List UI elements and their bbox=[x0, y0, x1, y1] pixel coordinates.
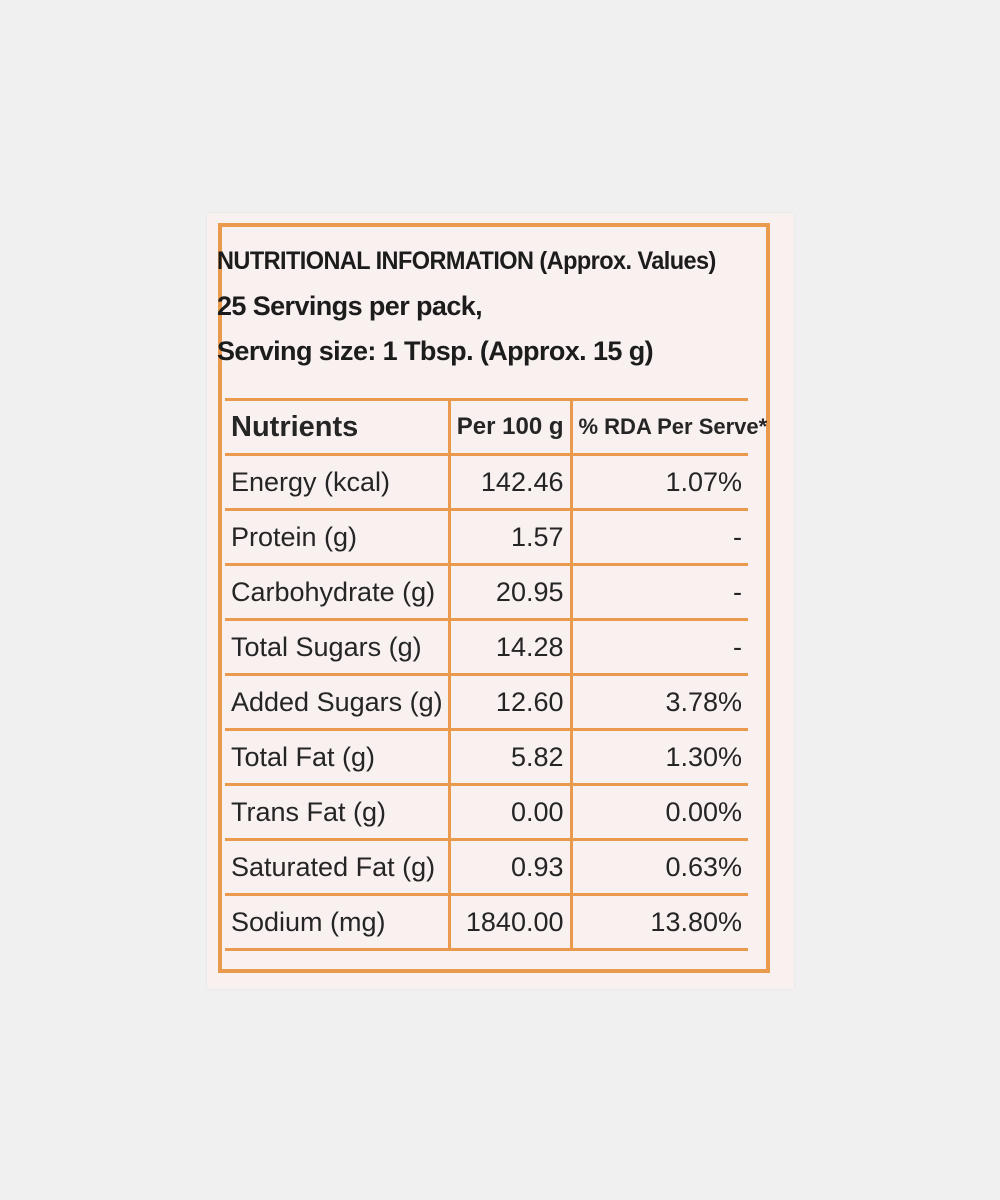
nutrition-table: Nutrients Per 100 g % RDA Per Serve* Ene… bbox=[225, 398, 767, 951]
nutrition-label: NUTRITIONAL INFORMATION (Approx. Values)… bbox=[207, 213, 794, 989]
nutrient-name: Added Sugars (g) bbox=[225, 673, 451, 731]
per-100g-value: 142.46 bbox=[449, 453, 573, 511]
nutrient-name: Total Fat (g) bbox=[225, 728, 451, 786]
rda-value: 3.78% bbox=[571, 673, 748, 731]
table-row: Total Sugars (g) 14.28 - bbox=[225, 618, 748, 676]
rda-value: 1.30% bbox=[571, 728, 748, 786]
rda-value: 0.63% bbox=[571, 838, 748, 896]
column-header-rda: % RDA Per Serve* bbox=[571, 398, 767, 456]
per-100g-value: 14.28 bbox=[449, 618, 573, 676]
table-row: Energy (kcal) 142.46 1.07% bbox=[225, 453, 748, 511]
nutrient-name: Trans Fat (g) bbox=[225, 783, 451, 841]
nutrient-name: Carbohydrate (g) bbox=[225, 563, 451, 621]
serving-size: Serving size: 1 Tbsp. (Approx. 15 g) bbox=[217, 336, 654, 366]
table-row: Protein (g) 1.57 - bbox=[225, 508, 748, 566]
rda-value: - bbox=[571, 618, 748, 676]
rda-value: - bbox=[571, 508, 748, 566]
per-100g-value: 1.57 bbox=[449, 508, 573, 566]
per-100g-value: 20.95 bbox=[449, 563, 573, 621]
label-frame bbox=[218, 223, 770, 973]
column-header-nutrients: Nutrients bbox=[225, 398, 451, 456]
nutrient-name: Sodium (mg) bbox=[225, 893, 451, 951]
rda-value: 0.00% bbox=[571, 783, 748, 841]
label-title: NUTRITIONAL INFORMATION (Approx. Values) bbox=[217, 247, 716, 275]
table-row: Total Fat (g) 5.82 1.30% bbox=[225, 728, 748, 786]
nutrient-name: Total Sugars (g) bbox=[225, 618, 451, 676]
table-row: Trans Fat (g) 0.00 0.00% bbox=[225, 783, 748, 841]
rda-value: 13.80% bbox=[571, 893, 748, 951]
table-row: Carbohydrate (g) 20.95 - bbox=[225, 563, 748, 621]
nutrient-name: Energy (kcal) bbox=[225, 453, 451, 511]
table-row: Added Sugars (g) 12.60 3.78% bbox=[225, 673, 748, 731]
per-100g-value: 0.93 bbox=[449, 838, 573, 896]
table-header-row: Nutrients Per 100 g % RDA Per Serve* bbox=[225, 398, 767, 456]
per-100g-value: 12.60 bbox=[449, 673, 573, 731]
column-header-per-100g: Per 100 g bbox=[449, 398, 573, 456]
nutrient-name: Protein (g) bbox=[225, 508, 451, 566]
per-100g-value: 0.00 bbox=[449, 783, 573, 841]
per-100g-value: 5.82 bbox=[449, 728, 573, 786]
table-row: Saturated Fat (g) 0.93 0.63% bbox=[225, 838, 748, 896]
label-header: NUTRITIONAL INFORMATION (Approx. Values)… bbox=[217, 239, 757, 374]
nutrient-name: Saturated Fat (g) bbox=[225, 838, 451, 896]
per-100g-value: 1840.00 bbox=[449, 893, 573, 951]
servings-per-pack: 25 Servings per pack, bbox=[217, 291, 483, 321]
rda-value: - bbox=[571, 563, 748, 621]
rda-value: 1.07% bbox=[571, 453, 748, 511]
table-row: Sodium (mg) 1840.00 13.80% bbox=[225, 893, 748, 951]
